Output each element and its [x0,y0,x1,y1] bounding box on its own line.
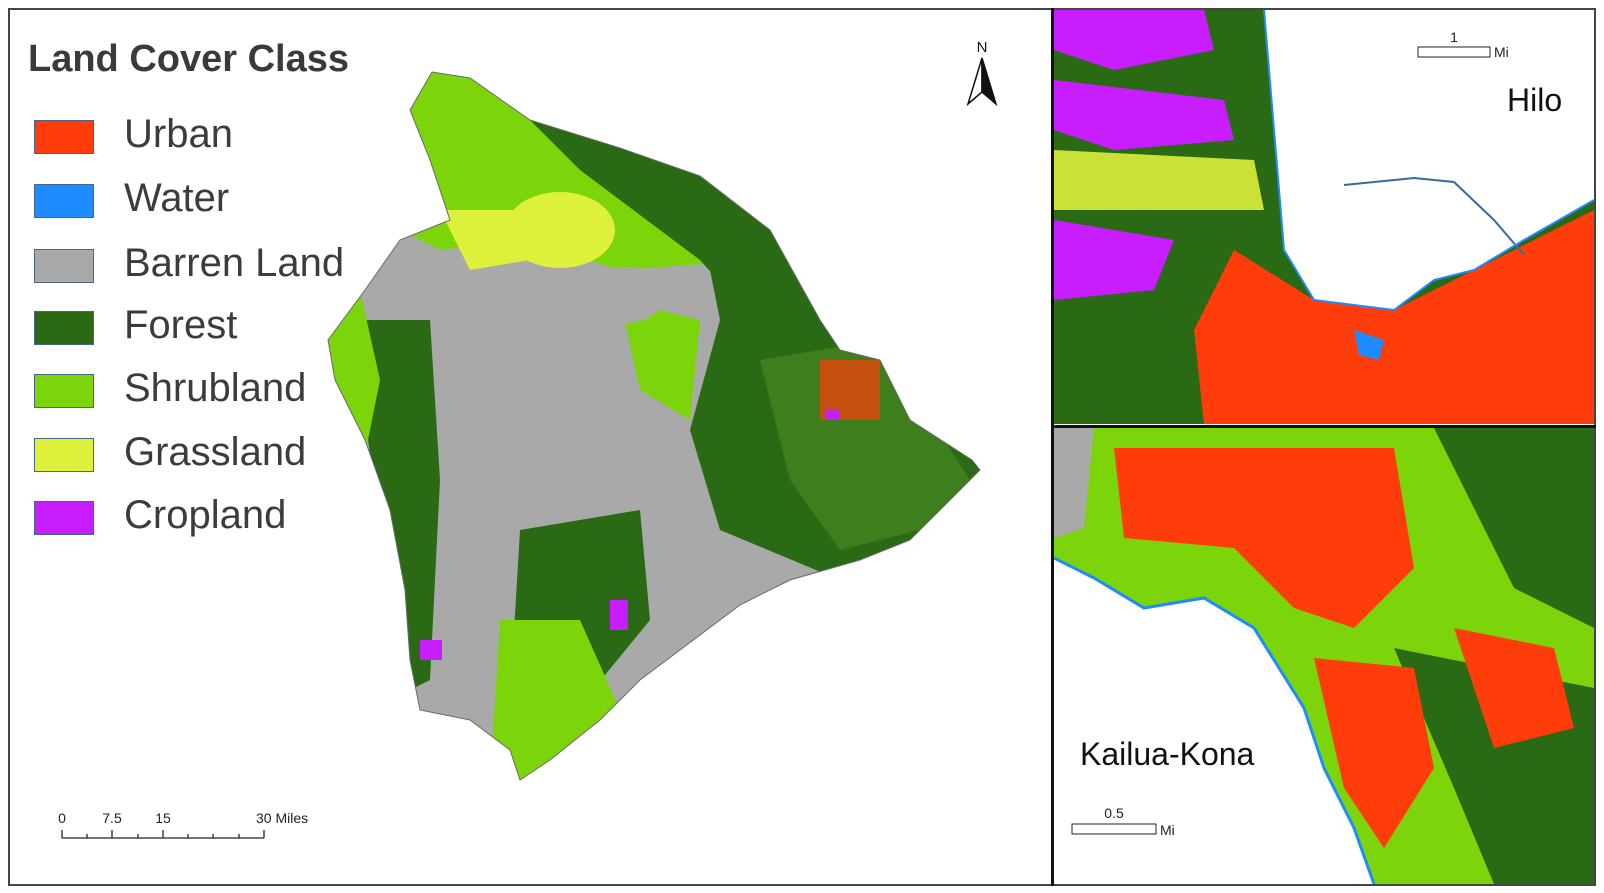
legend-label-water: Water [124,176,230,220]
legend-label-cropland: Cropland [124,493,287,537]
kona-urban-south [1314,658,1434,848]
kona-scale-bar: 0.5 Mi [1071,805,1175,838]
hilo-cropland-south [1054,220,1174,300]
kona-barren [1054,428,1094,538]
landcover-shrubland-center [620,300,700,420]
kona-inset-map: 0.5 Mi [1054,428,1594,884]
hilo-shoreline [1263,10,1594,312]
hilo-grassland-band [1054,150,1264,210]
kona-urban-east [1454,628,1574,748]
hilo-urban [1194,210,1594,424]
kona-forest-northeast [1434,428,1594,628]
hilo-water-pond [1354,330,1384,360]
hilo-inset-map: 1 Mi [1054,10,1594,424]
scale-tick-label-2: 15 [155,810,171,826]
landcover-forest-hilo [760,340,970,550]
kona-label: Kailua-Kona [1080,736,1255,772]
scale-bar-line [61,830,265,839]
kona-scale-unit: Mi [1160,822,1175,838]
legend-swatch-grassland [34,438,94,472]
kona-urban-north [1114,448,1414,628]
legend-swatch-barren-land [34,249,94,283]
hilo-scale-box [1417,46,1491,58]
scale-tick-label-1: 7.5 [102,810,122,826]
legend-title: Land Cover Class [28,38,349,80]
legend-swatch-cropland [34,501,94,535]
kona-scale-value: 0.5 [1104,805,1124,821]
landcover-shrubland-south [490,620,620,780]
hilo-scale-value: 1 [1450,29,1458,45]
legend-label-shrubland: Shrubland [124,366,307,410]
legend-swatch-forest [34,311,94,345]
legend-swatch-urban [34,120,94,154]
kona-shoreline [1054,556,1376,884]
island-map [327,71,981,781]
hilo-scale-bar: 1 Mi [1417,29,1509,60]
hilo-cropland-north [1054,10,1214,70]
scale-tick-label-3: 30 Miles [256,810,308,826]
island-landcover [328,72,980,780]
landcover-cropland-southwest [420,640,442,660]
legend-label-grassland: Grassland [124,430,307,474]
legend-label-barren-land: Barren Land [124,241,345,285]
landcover-cropland-east [825,410,839,420]
main-scale-bar: 0 7.5 15 30 Miles [58,810,308,839]
north-arrow-right-half [981,57,998,107]
north-arrow: N [966,39,998,107]
panel-divider-horizontal [1052,425,1596,428]
north-arrow-left-half [966,57,983,107]
panel-divider-vertical [1051,8,1054,886]
hilo-label: Hilo [1507,82,1563,118]
landcover-cropland-kau [610,600,628,630]
hilo-scale-unit: Mi [1494,44,1509,60]
scale-tick-label-0: 0 [58,810,66,826]
legend-label-forest: Forest [124,303,238,347]
hilo-cropland-mid [1054,80,1234,150]
hilo-breakwater [1343,176,1525,256]
legend-label-urban: Urban [124,112,233,156]
landcover-barren-summit [585,267,665,323]
north-arrow-label: N [977,39,988,56]
legend-swatch-shrubland [34,374,94,408]
kona-scale-box [1071,823,1157,835]
island-coastline [327,71,981,781]
landcover-grassland-saddle [505,192,615,268]
legend-swatch-water [34,184,94,218]
